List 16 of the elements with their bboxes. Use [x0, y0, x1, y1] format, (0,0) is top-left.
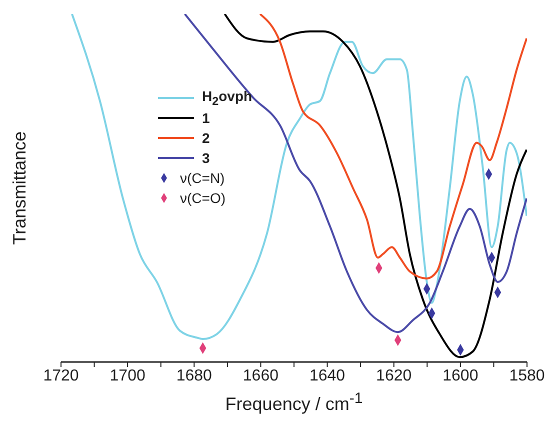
- x-tick-label: 1700: [110, 367, 146, 384]
- x-axis-title: Frequency / cm$^{-1}$: [224, 390, 364, 415]
- legend-label: ν(C=N): [180, 170, 225, 186]
- legend-label: 2: [202, 130, 210, 146]
- y-axis-title: Transmittance: [10, 131, 30, 245]
- x-tick-label: 1620: [376, 367, 412, 384]
- legend-label: H$_{2}$ovph: [202, 88, 252, 108]
- legend-label: 1: [202, 110, 210, 126]
- x-tick-label: 1660: [242, 367, 279, 384]
- x-tick-label: 1720: [43, 367, 79, 384]
- x-tick-label: 1640: [309, 367, 346, 384]
- x-tick-label: 1600: [442, 367, 478, 384]
- legend-label: ν(C=O): [180, 190, 226, 206]
- legend-label: 3: [202, 150, 210, 166]
- x-tick-label: 1580: [509, 367, 545, 384]
- x-tick-label: 1680: [176, 367, 212, 384]
